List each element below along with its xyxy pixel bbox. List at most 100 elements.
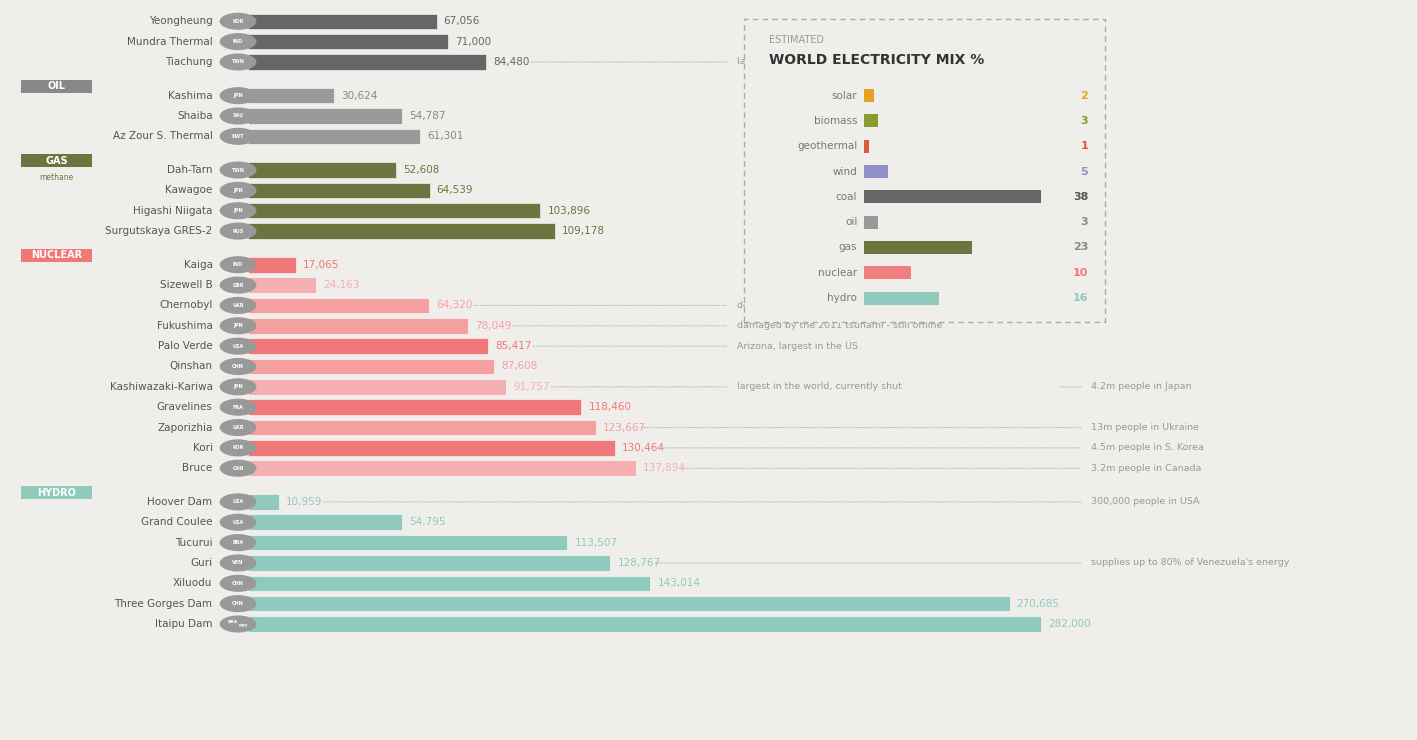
Text: biomass: biomass — [813, 116, 857, 126]
FancyBboxPatch shape — [248, 34, 448, 50]
Text: 67,056: 67,056 — [444, 16, 480, 27]
Text: Arizona, largest in the US: Arizona, largest in the US — [737, 342, 857, 351]
Text: 84,480: 84,480 — [493, 57, 529, 67]
Text: IND: IND — [232, 39, 244, 44]
Text: Grand Coulee: Grand Coulee — [142, 517, 213, 528]
Text: SAU: SAU — [232, 113, 244, 118]
FancyBboxPatch shape — [248, 514, 402, 530]
Text: 64,320: 64,320 — [436, 300, 472, 311]
FancyBboxPatch shape — [21, 154, 92, 167]
Text: nuclear: nuclear — [818, 268, 857, 278]
Text: 38: 38 — [1073, 192, 1088, 202]
Text: Sizewell B: Sizewell B — [160, 280, 213, 290]
Text: CHN: CHN — [232, 601, 244, 606]
FancyBboxPatch shape — [248, 460, 636, 476]
Text: 64,539: 64,539 — [436, 185, 473, 195]
Text: Az Zour S. Thermal: Az Zour S. Thermal — [113, 131, 213, 141]
Ellipse shape — [220, 317, 256, 334]
Text: 4.5m people in S. Korea: 4.5m people in S. Korea — [1091, 443, 1204, 452]
FancyBboxPatch shape — [248, 162, 395, 178]
FancyBboxPatch shape — [248, 203, 540, 218]
Text: Chernobyl: Chernobyl — [159, 300, 213, 311]
Text: Three Gorges Dam: Three Gorges Dam — [115, 599, 213, 609]
Text: 87,608: 87,608 — [502, 361, 538, 371]
FancyBboxPatch shape — [248, 440, 615, 456]
Text: 30,624: 30,624 — [341, 90, 377, 101]
FancyBboxPatch shape — [744, 18, 1105, 322]
Text: USA: USA — [232, 519, 244, 525]
Text: JPN: JPN — [234, 323, 242, 329]
Text: 137,894: 137,894 — [643, 463, 686, 474]
Text: Zaporizhia: Zaporizhia — [157, 423, 213, 433]
Text: Palo Verde: Palo Verde — [157, 341, 213, 352]
Text: Qinshan: Qinshan — [170, 361, 213, 371]
Text: 3: 3 — [1081, 116, 1088, 126]
Text: largest coal plant: largest coal plant — [737, 58, 819, 67]
FancyBboxPatch shape — [864, 140, 869, 152]
FancyBboxPatch shape — [864, 114, 879, 127]
Ellipse shape — [220, 419, 256, 436]
Text: Higashi Niigata: Higashi Niigata — [133, 206, 213, 216]
Text: 52,608: 52,608 — [402, 165, 439, 175]
Ellipse shape — [220, 534, 256, 551]
Text: UKR: UKR — [232, 303, 244, 308]
FancyBboxPatch shape — [248, 183, 429, 198]
FancyBboxPatch shape — [248, 108, 402, 124]
Text: largest in the world, currently shut: largest in the world, currently shut — [737, 383, 901, 391]
FancyBboxPatch shape — [248, 278, 316, 293]
Text: coal: coal — [836, 192, 857, 202]
Text: 123,667: 123,667 — [604, 423, 646, 433]
Text: CHN: CHN — [232, 364, 244, 369]
FancyBboxPatch shape — [248, 88, 334, 104]
Text: Kashima: Kashima — [169, 90, 213, 101]
Text: Gravelines: Gravelines — [157, 402, 213, 412]
Text: 2: 2 — [1081, 90, 1088, 101]
Text: 1: 1 — [1081, 141, 1088, 151]
Text: CHN: CHN — [232, 581, 244, 586]
FancyBboxPatch shape — [248, 596, 1010, 611]
Text: Bruce: Bruce — [183, 463, 213, 474]
Ellipse shape — [220, 13, 256, 30]
FancyBboxPatch shape — [864, 241, 972, 254]
Ellipse shape — [220, 494, 256, 511]
FancyBboxPatch shape — [248, 379, 506, 394]
FancyBboxPatch shape — [248, 555, 611, 571]
Text: KOR: KOR — [232, 445, 244, 451]
FancyBboxPatch shape — [248, 616, 1041, 632]
Ellipse shape — [220, 399, 256, 416]
Text: 10: 10 — [1073, 268, 1088, 278]
Text: Tiachung: Tiachung — [164, 57, 213, 67]
Ellipse shape — [220, 575, 256, 592]
Text: geothermal: geothermal — [796, 141, 857, 151]
Text: Hoover Dam: Hoover Dam — [147, 497, 213, 507]
Text: TWN: TWN — [231, 59, 245, 64]
Text: Yeongheung: Yeongheung — [149, 16, 213, 27]
Text: USA: USA — [232, 343, 244, 349]
Ellipse shape — [220, 256, 256, 273]
Text: GAS: GAS — [45, 155, 68, 166]
FancyBboxPatch shape — [248, 576, 650, 591]
FancyBboxPatch shape — [864, 165, 887, 178]
Text: Dah-Tarn: Dah-Tarn — [167, 165, 213, 175]
Text: 91,757: 91,757 — [513, 382, 550, 392]
Text: KOR: KOR — [232, 18, 244, 24]
Text: 24,163: 24,163 — [323, 280, 360, 290]
Text: oil: oil — [845, 217, 857, 227]
Text: Kori: Kori — [193, 443, 213, 453]
FancyBboxPatch shape — [864, 215, 879, 229]
Text: 113,507: 113,507 — [574, 537, 618, 548]
Ellipse shape — [220, 460, 256, 477]
Ellipse shape — [220, 514, 256, 531]
Ellipse shape — [220, 554, 256, 571]
Text: damaged by the 2011 tsunami - still offline: damaged by the 2011 tsunami - still offl… — [737, 321, 942, 330]
Ellipse shape — [220, 358, 256, 375]
Text: FRA: FRA — [232, 405, 244, 410]
Text: 54,795: 54,795 — [410, 517, 446, 528]
Text: 71,000: 71,000 — [455, 36, 490, 47]
Ellipse shape — [220, 595, 256, 612]
Text: 78,049: 78,049 — [475, 320, 512, 331]
Text: BRA: BRA — [232, 540, 244, 545]
FancyBboxPatch shape — [21, 486, 92, 500]
Text: JPN: JPN — [234, 93, 242, 98]
Text: solar: solar — [832, 90, 857, 101]
